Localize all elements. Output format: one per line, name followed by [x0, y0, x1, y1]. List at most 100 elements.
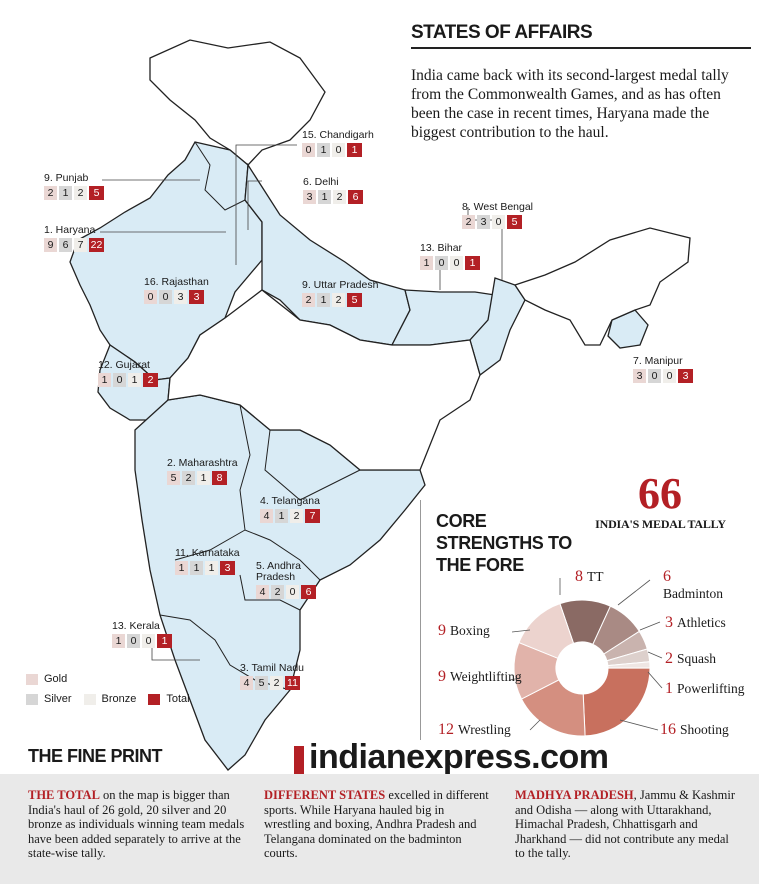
- note-2: DIFFERENT STATES excelled in different s…: [264, 788, 490, 861]
- gold-swatch: [26, 673, 38, 685]
- state-name: 13. Kerala: [112, 620, 160, 632]
- silver-count: 0: [113, 373, 126, 387]
- map-northeast: [513, 227, 691, 346]
- note-1: THE TOTAL on the map is bigger than Indi…: [28, 788, 250, 861]
- legend-gold: Gold: [26, 673, 67, 685]
- silver-count: 0: [127, 634, 140, 648]
- state-haryana: 1. Haryana 9 6 7 22: [44, 224, 104, 252]
- total-count: 8: [212, 471, 227, 485]
- label-shooting: 16 Shooting: [660, 721, 729, 738]
- gold-count: 2: [462, 215, 475, 229]
- silver-count: 1: [317, 143, 330, 157]
- bronze-swatch: [83, 693, 96, 705]
- bronze-count: 0: [450, 256, 463, 270]
- silver-count: 0: [435, 256, 448, 270]
- bronze-count: 1: [205, 561, 218, 575]
- bronze-count: 2: [270, 676, 283, 690]
- state-name: 9. Uttar Pradesh: [302, 279, 379, 291]
- state-name: 11. Karnataka: [175, 547, 240, 559]
- pie-label-badminton: 6 Badminton: [663, 568, 733, 602]
- bronze-count: 0: [332, 143, 345, 157]
- pie-label-powerlifting: 1 Powerlifting: [665, 680, 750, 698]
- silver-count: 0: [159, 290, 172, 304]
- bronze-count: 1: [197, 471, 210, 485]
- silver-count: 1: [275, 509, 288, 523]
- state-name: 5. Andhra Pradesh: [256, 560, 301, 583]
- state-name: 1. Haryana: [44, 224, 96, 236]
- gold-count: 1: [98, 373, 111, 387]
- note-2-text: excelled in different sports. While Hary…: [264, 788, 489, 860]
- donut-slice-wrestling: [520, 679, 586, 737]
- total-tally: 66: [638, 469, 682, 518]
- note-3-text: , Jammu & Kashmir and Odisha — along wit…: [515, 788, 736, 860]
- state-name: 3. Tamil Nadu: [240, 662, 305, 674]
- gold-count: 4: [256, 585, 269, 599]
- total-count: 11: [285, 676, 300, 690]
- legend-silver-label: Silver: [44, 693, 72, 705]
- total-count: 5: [507, 215, 522, 229]
- legend-others: Silver Bronze Total: [26, 693, 190, 705]
- total-tally-label: INDIA'S MEDAL TALLY: [595, 517, 726, 531]
- label-weightlifting: 9 Weightlifting: [438, 668, 522, 685]
- pie-label-weightlifting: 9 Weightlifting: [438, 668, 523, 686]
- state-name: 2. Maharashtra: [167, 457, 238, 469]
- bronze-count: 2: [290, 509, 303, 523]
- leader-line: [647, 651, 663, 659]
- map-central: [167, 289, 481, 471]
- gold-count: 3: [633, 369, 646, 383]
- total-count: 1: [465, 256, 480, 270]
- leader-line: [509, 677, 521, 681]
- total-count: 5: [347, 293, 362, 307]
- gold-count: 1: [112, 634, 125, 648]
- silver-count: 2: [182, 471, 195, 485]
- silver-count: 5: [255, 676, 268, 690]
- headline-rule: [411, 47, 751, 49]
- leader-line: [619, 719, 659, 731]
- pie-label-squash: 2 Squash: [665, 650, 716, 668]
- silver-count: 3: [477, 215, 490, 229]
- pie-label-wrestling: 12 Wrestling: [438, 721, 511, 739]
- total-swatch: [148, 693, 161, 705]
- bronze-count: 0: [142, 634, 155, 648]
- silver-count: 1: [317, 293, 330, 307]
- total-count: 6: [348, 190, 363, 204]
- pie-label-tt: 8 TT: [575, 568, 604, 586]
- intro-text: India came back with its second-largest …: [411, 67, 729, 141]
- leader-line: [639, 621, 661, 631]
- fineprint-panel: [0, 774, 759, 884]
- pie-label-shooting: 16 Shooting: [660, 721, 729, 739]
- total-count: 2: [143, 373, 158, 387]
- gold-count: 0: [144, 290, 157, 304]
- state-name: 13. Bihar: [420, 242, 463, 254]
- bronze-count: 2: [333, 190, 346, 204]
- leader-line: [617, 579, 651, 606]
- gold-count: 1: [420, 256, 433, 270]
- bronze-count: 1: [128, 373, 141, 387]
- pie-label-boxing: 9 Boxing: [438, 622, 490, 640]
- divider: [420, 500, 421, 740]
- note-3-lead: MADHYA PRADESH: [515, 788, 634, 802]
- label-tt: 8 TT: [575, 568, 604, 585]
- bronze-count: 0: [286, 585, 299, 599]
- label-squash: 2 Squash: [665, 650, 717, 667]
- leader-line: [647, 671, 663, 689]
- donut-slice-shooting: [582, 667, 651, 737]
- state-name: 16. Rajasthan: [144, 276, 209, 288]
- leader-line: [529, 719, 541, 731]
- note-1-lead: THE TOTAL: [28, 788, 100, 802]
- total-count: 3: [220, 561, 235, 575]
- total-count: 1: [347, 143, 362, 157]
- label-athletics: 3 Athletics: [665, 614, 726, 631]
- gold-count: 1: [175, 561, 188, 575]
